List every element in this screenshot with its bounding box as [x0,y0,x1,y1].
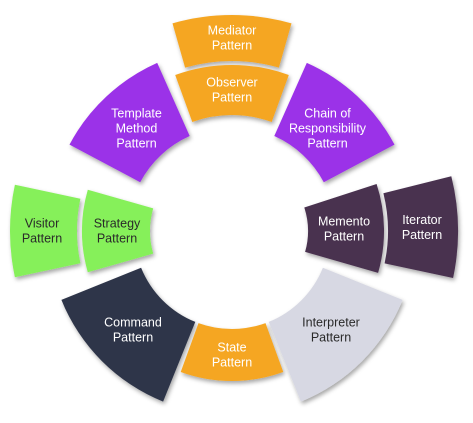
segment-label-line: Iterator [402,213,442,227]
segment-shape-visitor [10,184,81,278]
segment-memento: Memento Pattern [304,184,385,273]
segment-label-line: Visitor [25,217,60,231]
segment-label-memento: Memento Pattern [318,215,370,244]
segment-label-state: State Pattern [212,341,252,370]
segment-strategy: Strategy Pattern [82,189,154,273]
segment-command: Command Pattern [61,267,196,402]
segment-shape-template-method [69,62,190,183]
segment-label-mediator: Mediator Pattern [208,24,257,53]
segment-label-line: Pattern [116,137,156,151]
segment-shape-interpreter [268,267,403,402]
segment-label-line: Pattern [402,228,442,242]
segment-label-line: Memento [318,215,370,229]
segment-shape-observer [175,64,289,122]
segment-shape-memento [304,184,385,273]
segment-label-line: Pattern [324,230,364,244]
segment-shape-chain [274,62,395,183]
segment-label-line: Pattern [113,331,153,345]
segment-label-line: Template [111,107,162,121]
segment-label-line: Pattern [212,356,252,370]
segment-label-iterator: Iterator Pattern [402,213,442,242]
segment-label-visitor: Visitor Pattern [22,217,62,246]
segment-shape-mediator [172,15,292,68]
segment-label-line: Chain of [304,107,351,121]
segment-shape-strategy [82,189,154,273]
segment-label-line: Pattern [311,331,351,345]
segment-iterator: Iterator Pattern [383,176,459,278]
segment-shape-command [61,267,196,402]
segment-label-strategy: Strategy Pattern [94,217,141,246]
segment-label-line: State [217,341,246,355]
segment-shape-state [180,323,284,382]
segment-interpreter: Interpreter Pattern [268,267,403,402]
segment-label-chain: Chain of Responsibility Pattern [289,107,367,151]
segment-label-line: Responsibility [289,122,367,136]
segment-label-template-method: Template Method Pattern [111,107,162,151]
segment-label-command: Command Pattern [104,316,162,345]
segment-label-observer: Observer Pattern [206,76,257,105]
segment-label-line: Mediator [208,24,257,38]
segment-label-line: Pattern [307,137,347,151]
segment-observer: Observer Pattern [175,64,289,122]
segment-state: State Pattern [180,323,284,382]
segment-template-method: Template Method Pattern [69,62,190,183]
segment-label-line: Interpreter [302,316,360,330]
segment-label-line: Strategy [94,217,141,231]
segment-visitor: Visitor Pattern [10,184,81,278]
segment-label-line: Observer [206,76,257,90]
segment-label-line: Pattern [97,232,137,246]
segment-label-line: Pattern [22,232,62,246]
segment-shape-iterator [383,176,459,278]
segment-label-line: Command [104,316,162,330]
segment-label-line: Pattern [212,39,252,53]
segment-label-interpreter: Interpreter Pattern [302,316,360,345]
segment-label-line: Pattern [212,91,252,105]
segment-label-line: Method [116,122,158,136]
segment-chain: Chain of Responsibility Pattern [274,62,395,183]
segment-mediator: Mediator Pattern [172,15,292,68]
